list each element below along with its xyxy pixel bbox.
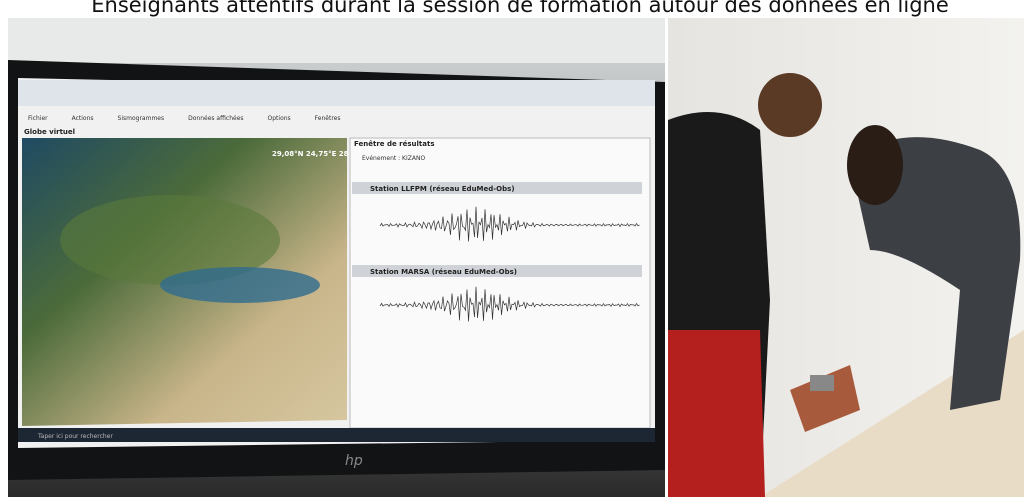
- menu-item: Sismogrammes: [118, 115, 165, 122]
- trace: [379, 286, 640, 322]
- browser-bar: [18, 80, 655, 106]
- hair: [758, 73, 822, 137]
- menu-item: Fenêtres: [315, 115, 341, 122]
- results-panel: [349, 137, 651, 429]
- menu-item: Options: [268, 115, 291, 122]
- photo-left: Fichier Actions Sismogrammes Données affich…: [8, 18, 665, 497]
- station-title: Station MARSA (réseau EduMed-Obs): [370, 268, 517, 276]
- menu-item: Fichier: [28, 115, 48, 122]
- taskbar: [18, 428, 655, 442]
- seismograms: [379, 206, 640, 322]
- station-header: [352, 182, 642, 194]
- taskbar-search: Taper ici pour rechercher: [37, 433, 113, 440]
- menu-bar: Fichier Actions Sismogrammes Données affich…: [28, 115, 341, 122]
- caption: Enseignants attentifs durant la session …: [91, 0, 949, 17]
- station-header: [352, 265, 642, 277]
- monitor-brand: hp: [345, 453, 363, 469]
- sea: [160, 267, 320, 303]
- menu-item: Données affichées: [188, 115, 243, 122]
- hair-right: [847, 125, 903, 205]
- menu-item: Actions: [72, 115, 94, 122]
- window: [8, 18, 665, 63]
- land: [60, 195, 280, 285]
- coords: 29,08°N 24,75°E 28m: [272, 150, 356, 158]
- seismometer: [810, 375, 834, 391]
- red-trousers: [668, 330, 765, 497]
- results-title: Fenêtre de résultats: [354, 140, 435, 148]
- event: Evénement : KIZANO: [362, 155, 425, 162]
- photo-right: [668, 18, 1024, 497]
- brick: [790, 365, 860, 432]
- trace: [379, 206, 640, 242]
- station-title: Station LLFPM (réseau EduMed-Obs): [370, 185, 515, 193]
- person-right: [850, 137, 1021, 410]
- globe-label: Globe virtuel: [24, 128, 75, 136]
